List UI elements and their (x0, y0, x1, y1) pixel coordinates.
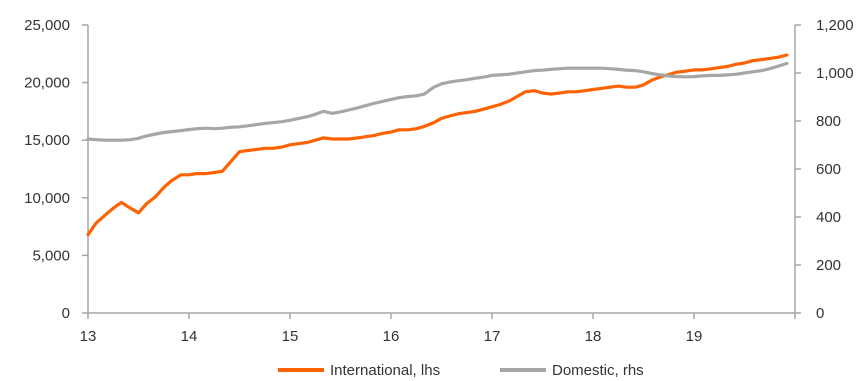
x-tick-label: 15 (282, 328, 299, 345)
x-tick-label: 13 (80, 328, 97, 345)
right-tick-label: 600 (816, 161, 841, 178)
right-tick-label: 800 (816, 113, 841, 130)
x-tick-label: 17 (484, 328, 501, 345)
right-tick-label: 1,000 (816, 65, 854, 82)
legend: International, lhs Domestic, rhs (278, 362, 644, 379)
right-tick-label: 0 (816, 305, 824, 322)
right-tick-label: 400 (816, 209, 841, 226)
left-tick-label: 0 (62, 305, 70, 322)
left-tick-label: 15,000 (24, 132, 70, 149)
x-tick-label: 14 (181, 328, 198, 345)
series-line-international (86, 53, 789, 237)
left-tick-label: 5,000 (32, 247, 70, 264)
left-tick-label: 10,000 (24, 190, 70, 207)
series-lines (86, 53, 789, 237)
x-tick-label: 18 (585, 328, 602, 345)
right-tick-label: 1,200 (816, 17, 854, 34)
axes (82, 24, 801, 319)
legend-label-international: International, lhs (330, 362, 440, 379)
x-tick-label: 19 (686, 328, 703, 345)
right-tick-label: 200 (816, 257, 841, 274)
left-tick-label: 20,000 (24, 75, 70, 92)
left-tick-label: 25,000 (24, 17, 70, 34)
series-line-domestic (86, 61, 789, 142)
tick-labels: 0 5,000 10,000 15,000 20,000 25,000 0 200 400 600… (24, 17, 853, 345)
x-tick-label: 16 (383, 328, 400, 345)
legend-label-domestic: Domestic, rhs (552, 362, 644, 379)
